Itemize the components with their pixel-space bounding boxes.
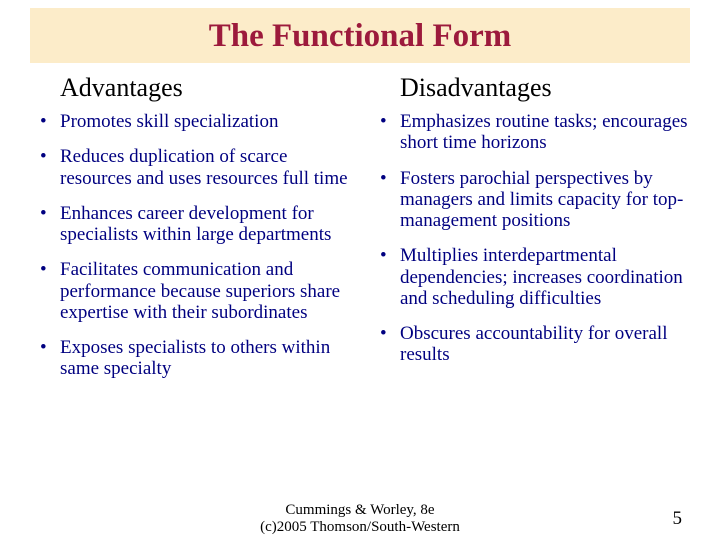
list-item: Reduces duplication of scarce resources …	[30, 146, 350, 189]
advantages-list: Promotes skill specialization Reduces du…	[30, 111, 350, 380]
advantages-heading: Advantages	[60, 73, 350, 103]
list-item: Emphasizes routine tasks; encourages sho…	[370, 111, 690, 154]
content-columns: Advantages Promotes skill specialization…	[0, 63, 720, 394]
slide-title: The Functional Form	[30, 18, 690, 55]
list-item: Enhances career development for speciali…	[30, 203, 350, 246]
footer-line-2: (c)2005 Thomson/South-Western	[0, 519, 720, 536]
disadvantages-column: Disadvantages Emphasizes routine tasks; …	[370, 73, 690, 394]
list-item: Fosters parochial perspectives by manage…	[370, 168, 690, 232]
footer: Cummings & Worley, 8e (c)2005 Thomson/So…	[0, 502, 720, 537]
disadvantages-heading: Disadvantages	[400, 73, 690, 103]
title-bar: The Functional Form	[30, 8, 690, 63]
disadvantages-list: Emphasizes routine tasks; encourages sho…	[370, 111, 690, 366]
footer-line-1: Cummings & Worley, 8e	[0, 502, 720, 519]
list-item: Facilitates communication and performanc…	[30, 259, 350, 323]
advantages-column: Advantages Promotes skill specialization…	[30, 73, 350, 394]
list-item: Promotes skill specialization	[30, 111, 350, 132]
list-item: Exposes specialists to others within sam…	[30, 337, 350, 380]
list-item: Multiplies interdepartmental dependencie…	[370, 245, 690, 309]
page-number: 5	[673, 508, 683, 530]
list-item: Obscures accountability for overall resu…	[370, 323, 690, 366]
